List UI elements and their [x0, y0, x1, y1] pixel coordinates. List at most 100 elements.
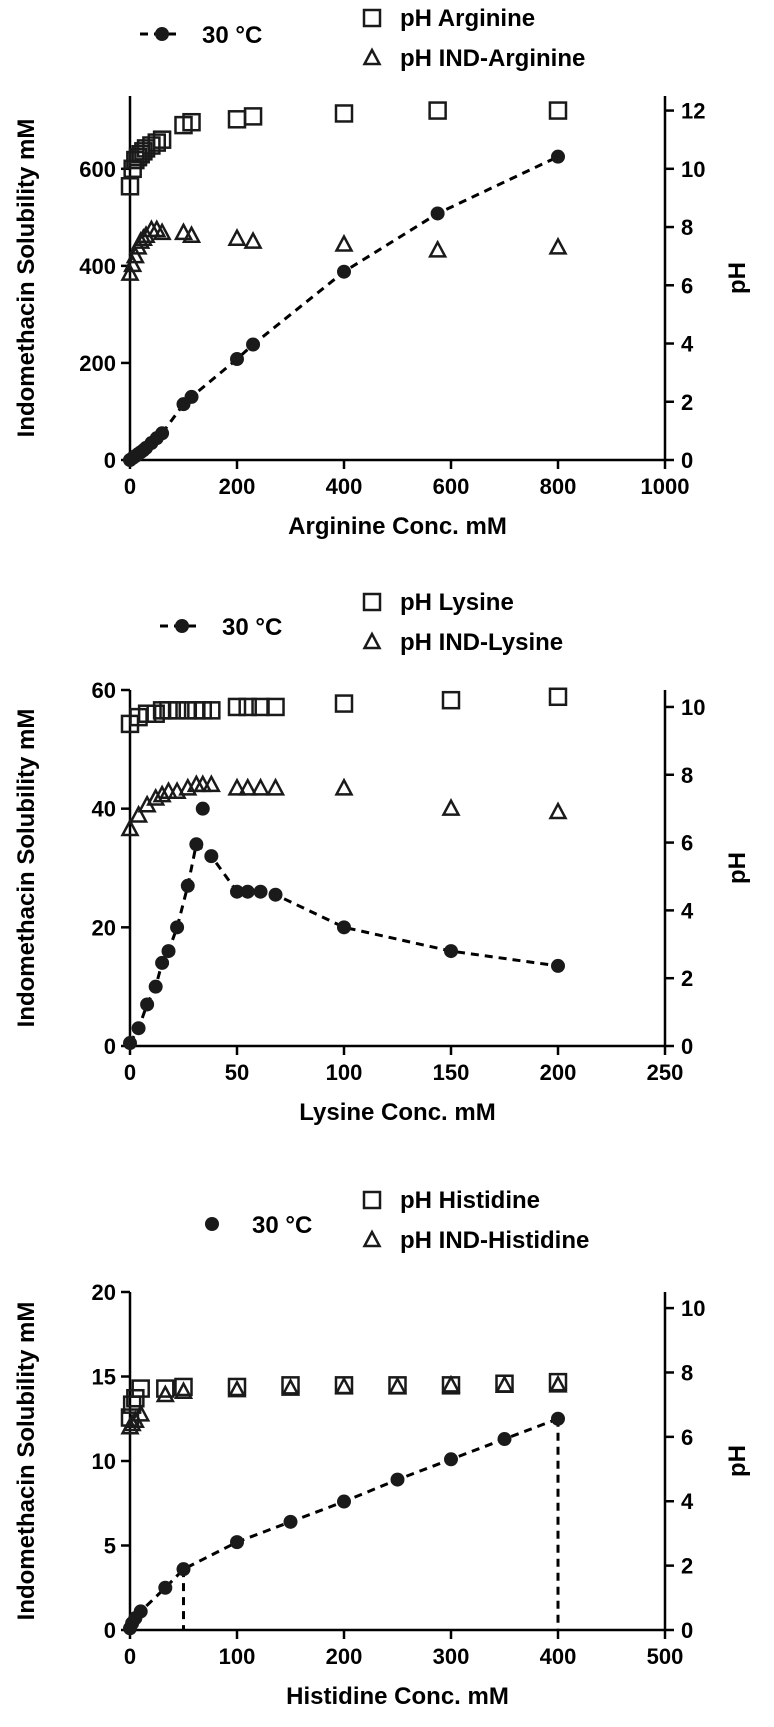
x-tick-label: 0: [124, 474, 136, 499]
x-tick-label: 200: [219, 474, 256, 499]
x-tick-label: 300: [433, 1644, 470, 1669]
circle-marker: [195, 801, 210, 816]
x-tick-label: 500: [647, 1644, 684, 1669]
triangle-marker: [548, 236, 568, 255]
x-tick-label: 200: [326, 1644, 363, 1669]
x-tick-label: 400: [540, 1644, 577, 1669]
y-axis-title: Indomethacin Solubility mM: [13, 709, 40, 1028]
legend-label-ph-ind: pH IND-Histidine: [400, 1227, 589, 1254]
legend-circle-marker: [175, 619, 189, 633]
square-marker: [243, 107, 263, 126]
triangle-marker: [173, 1381, 194, 1400]
series-circle: [123, 801, 565, 1051]
square-marker: [334, 694, 354, 713]
triangle-marker: [152, 784, 172, 803]
circle-marker: [133, 1604, 148, 1619]
triangle-marker: [250, 777, 271, 796]
triangle-marker: [494, 1374, 515, 1393]
triangle-marker: [131, 1403, 151, 1422]
circle-marker: [246, 337, 261, 352]
triangle-marker: [238, 777, 258, 796]
x-tick-label: 250: [647, 1060, 684, 1085]
circle-marker: [123, 1036, 137, 1051]
x-tick-label: 1000: [641, 474, 690, 499]
square-marker: [548, 687, 568, 707]
y2-tick-label: 12: [681, 99, 705, 124]
x-tick-label: 50: [225, 1060, 249, 1085]
circle-marker: [140, 997, 155, 1012]
triangle-marker: [334, 777, 354, 796]
triangle-marker: [120, 818, 140, 837]
legend: 30 °C pH Histidine pH IND-Histidine: [205, 1187, 589, 1254]
legend-circle-marker: [205, 1217, 219, 1231]
legend-square-marker: [362, 1190, 382, 1210]
triangle-marker: [441, 1374, 461, 1393]
y2-tick-label: 4: [681, 1489, 694, 1514]
y2-tick-label: 2: [681, 390, 693, 415]
fit-line-30c: [128, 1417, 559, 1629]
series-square: [120, 101, 568, 196]
triangle-marker: [227, 777, 247, 796]
square-marker: [152, 130, 172, 149]
square-marker: [156, 1379, 175, 1398]
legend: 30 °C pH Arginine pH IND-Arginine: [140, 5, 585, 72]
y-tick-label: 0: [104, 1034, 116, 1059]
square-marker: [174, 1377, 193, 1397]
circle-marker: [444, 1452, 458, 1467]
triangle-marker: [120, 262, 140, 281]
circle-marker: [184, 389, 199, 404]
legend-label-30c: 30 °C: [202, 22, 262, 49]
circle-marker: [430, 206, 445, 221]
legend-label-ph: pH Arginine: [400, 5, 535, 32]
legend-circle-marker: [155, 27, 169, 41]
square-marker: [202, 701, 221, 720]
series-circle: [123, 1411, 565, 1636]
y-tick-label: 600: [79, 157, 116, 182]
triangle-marker: [280, 1377, 301, 1396]
y-tick-label: 0: [104, 1618, 116, 1643]
circle-marker: [444, 944, 458, 959]
square-marker: [334, 104, 354, 123]
circle-marker: [268, 887, 283, 902]
y2-tick-label: 8: [681, 215, 693, 240]
y2-tick-label: 2: [681, 1554, 693, 1579]
y-tick-label: 20: [92, 1280, 116, 1305]
y2-tick-label: 6: [681, 273, 693, 298]
triangle-marker: [548, 1374, 568, 1393]
y2-axis-title: pH: [724, 852, 751, 884]
circle-marker: [337, 920, 351, 935]
square-marker: [266, 697, 285, 717]
legend-square-marker: [362, 8, 382, 28]
circle-marker: [158, 1580, 173, 1595]
square-marker: [146, 704, 165, 723]
triangle-marker: [227, 1379, 247, 1398]
y-tick-label: 400: [79, 254, 116, 279]
circle-marker: [551, 149, 565, 164]
fit-line-30c: [129, 155, 559, 462]
x-tick-label: 800: [540, 474, 577, 499]
legend-square-marker: [362, 592, 382, 612]
triangle-marker: [155, 1384, 175, 1403]
triangle-marker: [227, 228, 247, 246]
circle-marker: [176, 1562, 191, 1577]
circle-marker: [155, 426, 170, 441]
square-marker: [142, 136, 161, 155]
x-tick-label: 150: [433, 1060, 470, 1085]
y-tick-label: 60: [92, 678, 116, 703]
circle-marker: [337, 1494, 351, 1509]
y2-tick-label: 2: [681, 966, 693, 991]
triangle-marker: [201, 774, 221, 793]
square-marker: [120, 177, 140, 196]
x-tick-label: 0: [124, 1644, 136, 1669]
triangle-marker: [181, 225, 202, 244]
y-axis-title: Indomethacin Solubility mM: [13, 1302, 40, 1621]
y2-axis-title: pH: [724, 262, 751, 294]
circle-marker: [131, 1021, 146, 1036]
y-tick-label: 5: [104, 1534, 116, 1559]
triangle-marker: [548, 801, 568, 820]
triangle-marker: [173, 222, 194, 241]
triangle-marker: [125, 245, 145, 264]
circle-marker: [283, 1514, 298, 1529]
y2-tick-label: 10: [681, 695, 705, 720]
y2-tick-label: 0: [681, 1034, 693, 1059]
